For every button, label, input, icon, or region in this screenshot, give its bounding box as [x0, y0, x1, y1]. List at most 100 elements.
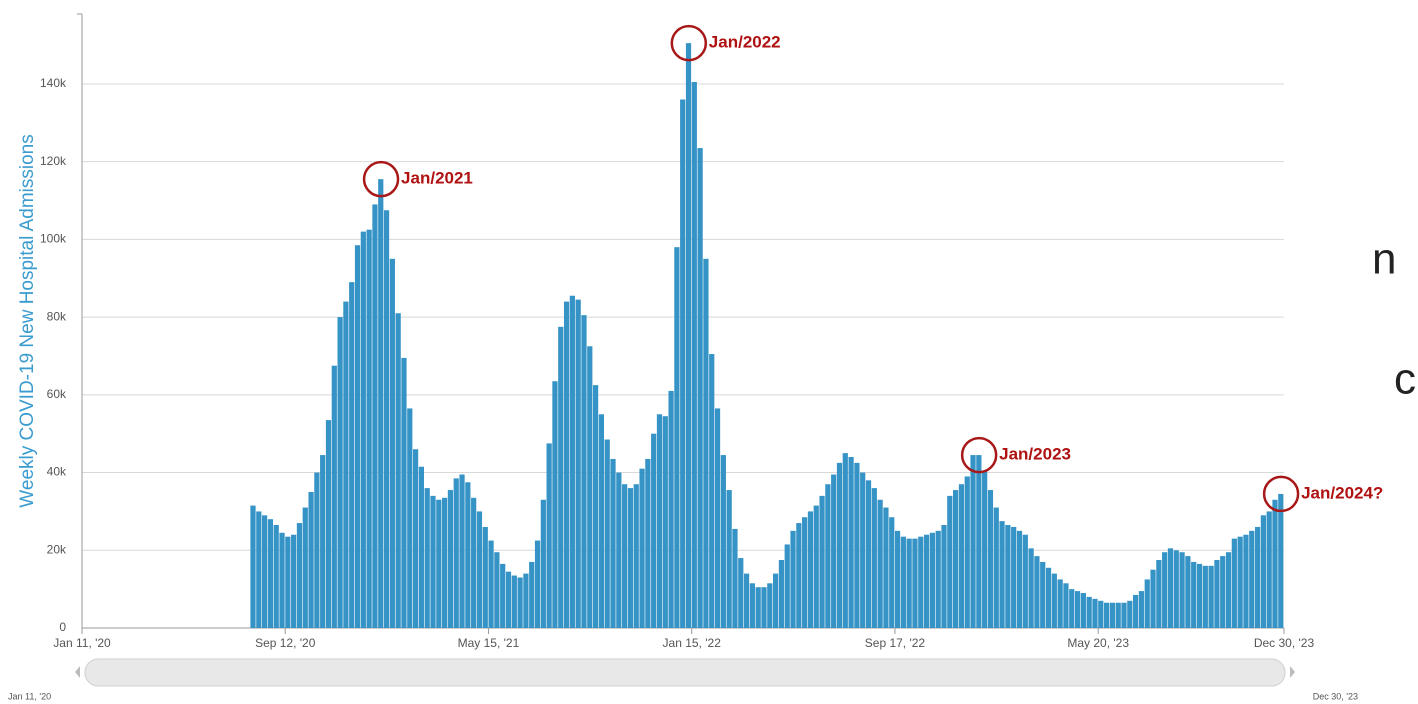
bar	[767, 583, 773, 628]
bar	[900, 536, 906, 628]
bar	[366, 229, 372, 628]
navigator-label: Dec 30, '23	[1313, 691, 1358, 701]
bar	[993, 507, 999, 628]
bar	[598, 414, 605, 628]
annotation: Jan/2021	[401, 169, 473, 188]
bar	[459, 474, 465, 628]
bar	[680, 99, 686, 629]
bar	[424, 488, 430, 628]
bar	[877, 499, 883, 628]
bar	[505, 571, 512, 628]
bar	[848, 457, 854, 628]
bar	[1045, 567, 1052, 628]
bar	[552, 381, 558, 628]
bar	[819, 495, 825, 628]
bar	[836, 462, 843, 628]
navigator[interactable]	[84, 658, 1286, 687]
bar	[447, 490, 454, 628]
bar	[685, 43, 692, 628]
bar	[1231, 538, 1237, 628]
bar	[1150, 569, 1156, 628]
bar	[894, 530, 901, 628]
bar	[285, 536, 291, 628]
bar	[651, 433, 657, 628]
annotation-circle	[362, 160, 400, 198]
bar	[1109, 602, 1116, 628]
bar	[482, 526, 488, 628]
bar	[1074, 591, 1081, 628]
bar	[563, 301, 570, 628]
bar	[813, 505, 819, 628]
bar	[918, 536, 924, 628]
y-tick-label: 100k	[40, 232, 67, 246]
bar	[558, 326, 564, 628]
bar	[860, 472, 866, 628]
bar	[1196, 563, 1203, 628]
bar	[784, 544, 790, 628]
x-tick-label: May 20, '23	[1067, 636, 1129, 650]
y-tick-label: 80k	[47, 309, 67, 323]
bar	[546, 443, 552, 628]
bar	[267, 519, 274, 628]
bar	[802, 517, 808, 628]
bar	[389, 258, 395, 628]
bar	[703, 258, 709, 628]
bar	[273, 525, 279, 628]
bar	[633, 484, 639, 628]
bar	[1133, 594, 1139, 628]
bar	[575, 299, 581, 628]
bar	[941, 525, 947, 628]
bar	[1069, 589, 1075, 628]
bar	[401, 357, 407, 628]
bar	[412, 449, 419, 628]
bar	[831, 474, 837, 628]
bar	[1173, 550, 1179, 628]
bar	[1051, 573, 1057, 628]
bar	[325, 420, 332, 628]
bar	[935, 530, 941, 628]
bar	[1127, 600, 1133, 628]
bar	[778, 559, 785, 628]
bar	[1034, 556, 1040, 628]
bar	[1191, 561, 1197, 628]
bar	[442, 497, 448, 628]
bar	[639, 468, 645, 628]
bar	[320, 455, 326, 628]
bar	[929, 532, 935, 628]
bar	[1040, 561, 1046, 628]
bar	[720, 455, 726, 628]
bar	[622, 484, 628, 628]
bar	[825, 484, 831, 628]
bar	[883, 507, 889, 628]
bar	[709, 354, 715, 628]
bar	[250, 505, 256, 628]
x-tick-label: Sep 17, '22	[865, 636, 926, 650]
annotation: Jan/2022	[709, 33, 781, 52]
y-tick-label: 120k	[40, 154, 67, 168]
bar	[349, 282, 355, 628]
bar	[279, 532, 285, 628]
bar	[1237, 536, 1243, 628]
bar	[842, 453, 848, 628]
x-tick-label: Jan 15, '22	[663, 636, 722, 650]
navigator-handle[interactable]	[1290, 666, 1295, 678]
bar	[592, 385, 599, 628]
bar	[1220, 556, 1226, 628]
navigator-handle[interactable]	[75, 666, 80, 678]
bar	[1179, 552, 1185, 628]
bar	[581, 315, 587, 628]
bar	[1202, 565, 1208, 628]
bar	[395, 313, 401, 628]
bar	[732, 528, 738, 628]
bar	[1243, 534, 1249, 628]
bar	[1063, 583, 1069, 628]
bar	[291, 534, 297, 628]
bar	[262, 515, 268, 628]
bar	[865, 480, 872, 628]
bar	[1266, 511, 1272, 628]
annotation-circle	[1262, 475, 1300, 513]
bar	[755, 587, 761, 628]
y-axis-title: Weekly COVID-19 New Hospital Admissions	[17, 134, 38, 507]
bar	[256, 511, 262, 628]
